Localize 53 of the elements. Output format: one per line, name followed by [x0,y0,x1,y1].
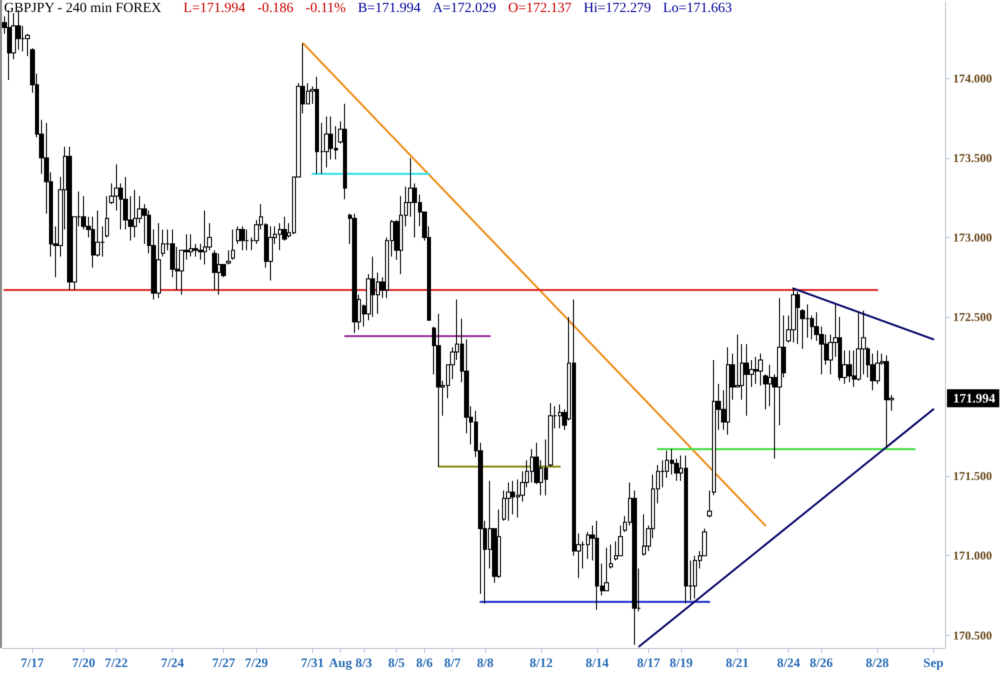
candlestick [618,524,623,556]
candlestick [240,226,245,251]
y-tick-label: 172.500 [953,310,992,324]
x-tick-label: 8/19 [670,655,694,670]
y-tick-label: 173.500 [953,150,992,165]
candlestick [231,229,235,260]
x-tick-label: 7/27 [212,655,236,670]
annotation: B=171.994 [358,1,421,16]
candlestick [604,547,609,592]
candlestick [707,490,712,518]
x-tick-label: 8/26 [810,655,834,670]
annotation: -0.11% [306,1,346,16]
x-tick-label: 8/24 [777,655,801,670]
annotation: Hi=172.279 [584,1,652,16]
annotation: O=172.137 [508,1,572,16]
x-tick-label: 7/17 [20,655,44,670]
x-tick-label: 8/8 [476,655,494,670]
candlestick [506,482,511,522]
candlestick [758,353,763,386]
x-tick-label: 7/22 [104,655,128,670]
x-tick-label: 8/21 [726,655,749,670]
y-tick-label: 171.000 [953,548,992,563]
y-tick-label: 171.500 [953,469,992,484]
x-tick-label: 8/5 [388,655,406,670]
x-tick-label: Sep [923,655,944,670]
x-tick-label: 8/28 [866,655,890,670]
y-tick-label: 170.500 [953,628,992,642]
chart-title: GBPJPY - 240 min FOREX [4,1,162,16]
x-tick-label: 8/17 [637,655,661,670]
x-tick-label: 8/7 [444,655,462,670]
annotation: L=171.994 [183,1,246,16]
y-tick-label: 173.000 [953,230,992,244]
x-tick-label: 8/3 [355,655,373,670]
x-tick-label: 7/31 [300,655,324,670]
candlestick [609,544,613,569]
annotation: A=172.029 [432,1,496,16]
x-tick-label: 8/6 [416,655,434,670]
x-tick-label: Aug [328,655,353,670]
candlestick [352,213,357,334]
x-tick-label: 7/24 [160,655,184,670]
candlestick [548,402,553,468]
annotation: -0.186 [257,1,294,16]
candlestick [436,313,441,468]
candlestick [105,196,109,238]
x-tick-label: 7/20 [72,655,96,670]
annotation: Lo=171.663 [663,1,732,16]
x-tick-label: 8/14 [586,655,610,670]
candlestick [268,226,273,281]
x-tick-label: 8/12 [530,655,553,670]
text: 171.994 [953,390,996,406]
x-tick-label: 7/29 [244,655,268,670]
y-tick-label: 174.000 [953,71,992,86]
candlestick [226,250,231,266]
